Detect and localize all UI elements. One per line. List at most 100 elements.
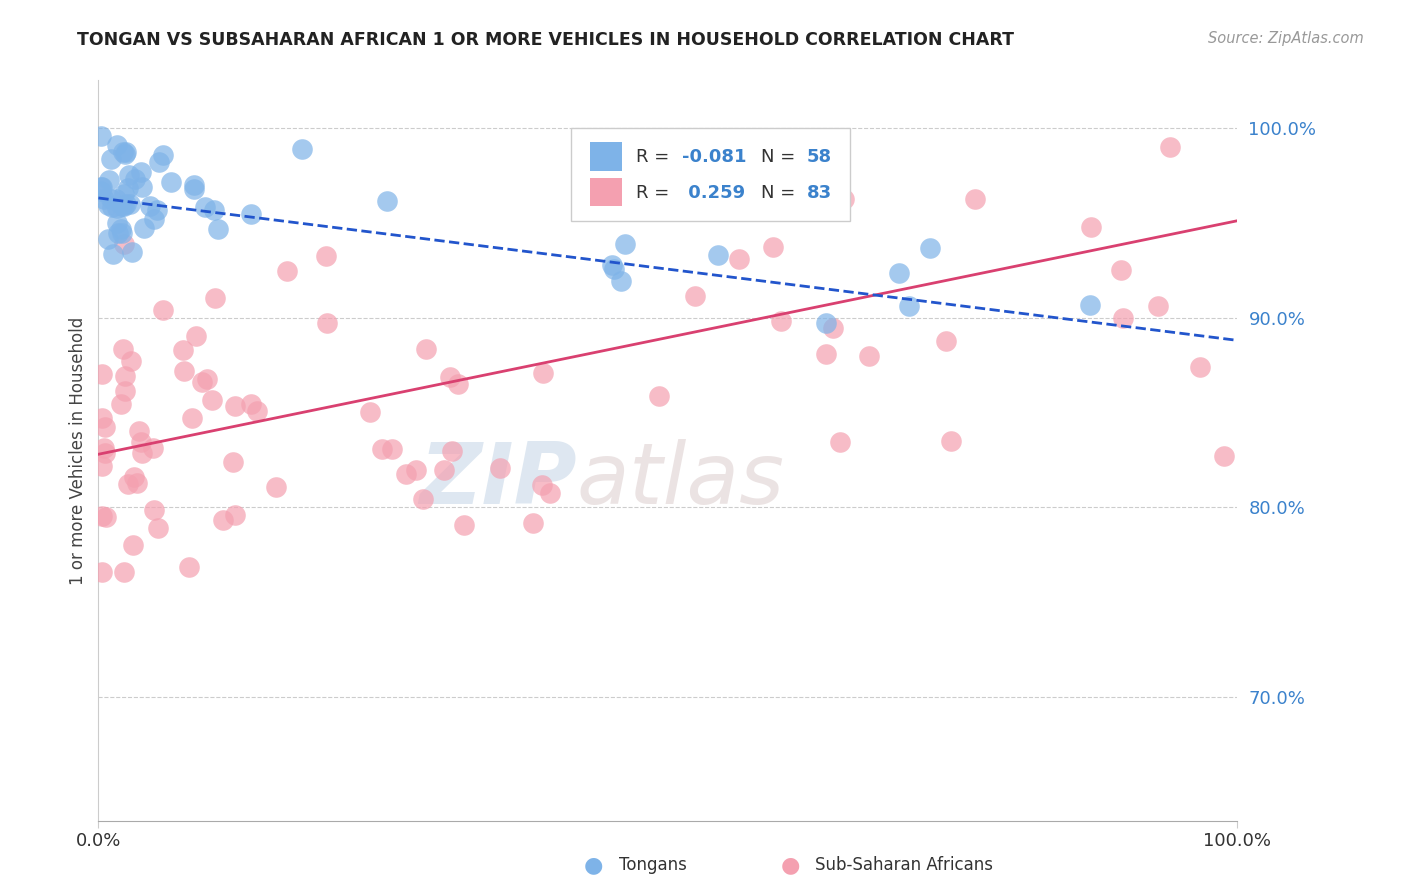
Text: 58: 58 <box>807 148 832 166</box>
Point <box>127 476 149 491</box>
Point <box>610 275 633 289</box>
Point <box>239 206 262 220</box>
Point <box>1078 298 1101 312</box>
Point <box>291 142 314 156</box>
Text: Source: ZipAtlas.com: Source: ZipAtlas.com <box>1208 31 1364 46</box>
Point <box>114 384 136 398</box>
Point <box>112 236 135 251</box>
Point <box>105 216 128 230</box>
Point <box>100 153 122 167</box>
Point <box>90 180 112 194</box>
Point <box>114 368 136 383</box>
Point <box>124 171 146 186</box>
Point <box>240 397 263 411</box>
Point <box>177 560 200 574</box>
Point <box>90 185 112 199</box>
Point <box>120 354 142 368</box>
Point <box>212 513 235 527</box>
Point <box>897 299 920 313</box>
Point <box>110 397 132 411</box>
Point <box>963 192 986 206</box>
Point <box>224 400 246 414</box>
Point <box>105 137 128 152</box>
Point <box>538 486 561 500</box>
Point <box>1112 311 1135 326</box>
Point <box>111 199 134 213</box>
Point <box>112 343 135 357</box>
Point <box>195 372 218 386</box>
Point <box>453 518 475 533</box>
Point <box>121 245 143 260</box>
Point <box>90 509 112 524</box>
Point <box>183 182 205 196</box>
Point <box>222 455 245 469</box>
Point <box>316 316 339 330</box>
Point <box>94 446 117 460</box>
Point <box>183 178 205 192</box>
Point <box>405 463 427 477</box>
Point <box>107 226 129 240</box>
Point <box>129 434 152 449</box>
Point <box>110 221 132 235</box>
Point <box>90 566 112 580</box>
Point <box>93 192 115 206</box>
Point <box>194 200 217 214</box>
Point <box>359 405 381 419</box>
Text: Tongans: Tongans <box>619 856 686 874</box>
Text: Sub-Saharan Africans: Sub-Saharan Africans <box>815 856 994 874</box>
Point <box>440 444 463 458</box>
Text: 83: 83 <box>807 184 832 202</box>
Text: N =: N = <box>761 148 801 166</box>
Point <box>941 434 963 449</box>
Point <box>828 434 851 449</box>
Point <box>112 566 135 580</box>
Point <box>707 247 730 261</box>
Point <box>148 154 170 169</box>
Point <box>191 375 214 389</box>
Point <box>112 199 135 213</box>
Point <box>112 186 135 201</box>
Point <box>614 237 637 252</box>
Point <box>96 197 118 211</box>
Point <box>204 291 226 305</box>
Point <box>395 467 418 482</box>
FancyBboxPatch shape <box>591 143 623 170</box>
Point <box>129 165 152 179</box>
Point <box>138 199 160 213</box>
Point <box>315 248 337 262</box>
Point <box>145 203 167 218</box>
Point <box>118 169 141 183</box>
Point <box>815 316 838 330</box>
Point <box>172 343 194 357</box>
Text: atlas: atlas <box>576 439 785 522</box>
Point <box>131 179 153 194</box>
Point <box>647 389 669 403</box>
Point <box>115 197 138 211</box>
Y-axis label: 1 or more Vehicles in Household: 1 or more Vehicles in Household <box>69 317 87 584</box>
Point <box>415 342 437 356</box>
Text: 0.259: 0.259 <box>682 184 745 202</box>
Point <box>128 424 150 438</box>
Point <box>381 442 404 457</box>
Point <box>858 349 880 363</box>
Point <box>433 463 456 477</box>
Point <box>100 192 122 206</box>
Point <box>180 410 202 425</box>
Point <box>762 240 785 254</box>
Text: ●: ● <box>780 855 800 875</box>
Point <box>111 226 134 240</box>
Point <box>104 192 127 206</box>
Point <box>146 521 169 535</box>
Point <box>834 192 856 206</box>
Text: R =: R = <box>636 184 675 202</box>
Point <box>603 261 626 276</box>
Point <box>276 264 298 278</box>
Point <box>142 211 165 226</box>
Point <box>375 194 398 209</box>
Point <box>90 411 112 425</box>
Text: TONGAN VS SUBSAHARAN AFRICAN 1 OR MORE VEHICLES IN HOUSEHOLD CORRELATION CHART: TONGAN VS SUBSAHARAN AFRICAN 1 OR MORE V… <box>77 31 1014 49</box>
Point <box>769 313 792 327</box>
Point <box>728 252 751 266</box>
Point <box>1188 359 1211 374</box>
Point <box>823 321 845 335</box>
